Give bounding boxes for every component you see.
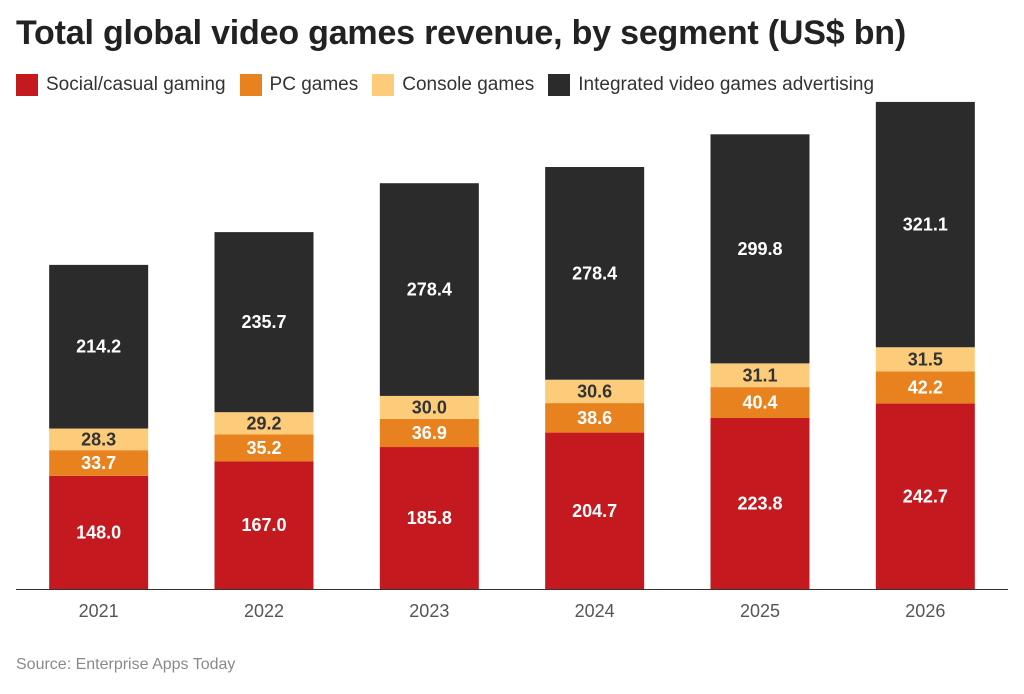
legend-item-pc-games: PC games xyxy=(239,74,359,96)
bar-segment-social-casual-gaming-2022 xyxy=(214,461,314,589)
bar-segment-console-games-2024 xyxy=(545,379,645,404)
source-note: Source: Enterprise Apps Today xyxy=(16,656,236,673)
data-label-console-games-2021: 28.3 xyxy=(81,429,116,449)
bar-segment-console-games-2022 xyxy=(214,412,314,435)
legend-swatch-social-casual xyxy=(16,74,38,96)
data-label-console-games-2025: 31.1 xyxy=(742,365,777,385)
data-label-integrated-video-games-advertising-2021: 214.2 xyxy=(76,337,121,357)
legend-label-pc-games: PC games xyxy=(269,74,359,95)
bar-segment-social-casual-gaming-2025 xyxy=(710,418,810,589)
bar-segment-integrated-video-games-advertising-2023 xyxy=(379,183,479,396)
data-label-pc-games-2026: 42.2 xyxy=(908,377,943,397)
data-label-integrated-video-games-advertising-2026: 321.1 xyxy=(903,215,948,235)
bar-segment-console-games-2025 xyxy=(710,363,810,388)
bar-segment-pc-games-2023 xyxy=(379,418,479,448)
data-label-social-casual-gaming-2026: 242.7 xyxy=(903,486,948,506)
legend-swatch-console-games xyxy=(372,74,395,96)
legend-item-advertising: Integrated video games advertising xyxy=(548,74,874,96)
bar-segment-console-games-2021 xyxy=(49,428,149,451)
data-label-integrated-video-games-advertising-2022: 235.7 xyxy=(241,312,286,332)
x-tick-label-2025: 2025 xyxy=(740,601,780,621)
bar-segment-pc-games-2022 xyxy=(214,434,314,462)
data-label-social-casual-gaming-2022: 167.0 xyxy=(241,515,286,535)
data-label-console-games-2022: 29.2 xyxy=(246,413,281,433)
bar-segment-pc-games-2025 xyxy=(710,387,810,418)
x-tick-label-2023: 2023 xyxy=(409,601,449,621)
data-label-console-games-2023: 30.0 xyxy=(412,397,447,417)
data-label-console-games-2024: 30.6 xyxy=(577,381,612,401)
chart-title: Total global video games revenue, by seg… xyxy=(16,14,906,52)
data-label-integrated-video-games-advertising-2025: 299.8 xyxy=(737,239,782,259)
data-label-pc-games-2021: 33.7 xyxy=(81,453,116,473)
legend-item-console-games: Console games xyxy=(372,74,534,96)
bar-segment-pc-games-2026 xyxy=(875,371,975,404)
data-label-social-casual-gaming-2023: 185.8 xyxy=(407,508,452,528)
bar-segment-pc-games-2024 xyxy=(545,403,645,433)
data-label-pc-games-2022: 35.2 xyxy=(246,438,281,458)
bar-segment-console-games-2023 xyxy=(379,395,479,419)
data-label-integrated-video-games-advertising-2024: 278.4 xyxy=(572,263,617,283)
data-label-integrated-video-games-advertising-2023: 278.4 xyxy=(407,280,452,300)
legend-label-social-casual: Social/casual gaming xyxy=(46,74,226,95)
legend-swatch-pc-games xyxy=(239,74,262,96)
bar-segment-integrated-video-games-advertising-2024 xyxy=(545,167,645,380)
x-tick-label-2026: 2026 xyxy=(905,601,945,621)
data-label-console-games-2026: 31.5 xyxy=(908,349,943,369)
bar-segment-integrated-video-games-advertising-2026 xyxy=(875,101,975,348)
x-tick-label-2024: 2024 xyxy=(575,601,615,621)
data-label-social-casual-gaming-2025: 223.8 xyxy=(737,494,782,514)
bar-segment-integrated-video-games-advertising-2025 xyxy=(710,134,810,364)
bar-segment-console-games-2026 xyxy=(875,347,975,372)
bar-segment-social-casual-gaming-2026 xyxy=(875,403,975,589)
x-tick-label-2022: 2022 xyxy=(244,601,284,621)
legend-label-advertising: Integrated video games advertising xyxy=(578,74,875,95)
bar-segment-social-casual-gaming-2021 xyxy=(49,475,149,589)
data-label-pc-games-2023: 36.9 xyxy=(412,423,447,443)
data-label-pc-games-2025: 40.4 xyxy=(742,393,777,413)
legend-swatch-advertising xyxy=(548,74,571,96)
bar-segment-integrated-video-games-advertising-2022 xyxy=(214,232,314,413)
data-label-pc-games-2024: 38.6 xyxy=(577,408,612,428)
bar-segment-integrated-video-games-advertising-2021 xyxy=(49,264,149,429)
legend-item-social-casual: Social/casual gaming xyxy=(16,74,226,96)
data-label-social-casual-gaming-2024: 204.7 xyxy=(572,501,617,521)
legend-label-console-games: Console games xyxy=(402,74,535,95)
data-label-social-casual-gaming-2021: 148.0 xyxy=(76,522,121,542)
bar-segment-pc-games-2021 xyxy=(49,450,149,476)
chart-legend: Social/casual gaming PC games Console ga… xyxy=(16,74,888,96)
bar-segment-social-casual-gaming-2024 xyxy=(545,432,645,589)
x-tick-label-2021: 2021 xyxy=(79,601,119,621)
bar-segment-social-casual-gaming-2023 xyxy=(379,447,479,589)
